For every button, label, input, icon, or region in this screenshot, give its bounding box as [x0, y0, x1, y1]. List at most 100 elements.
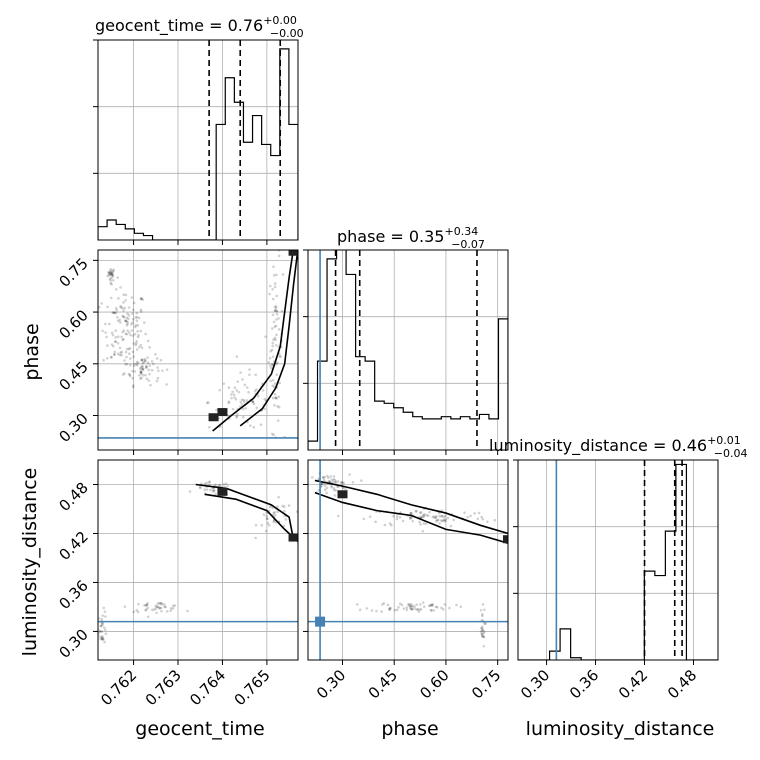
sample-point-geocent_time-luminosity_distance-3-0	[160, 609, 163, 613]
sample-point-phase-luminosity_distance-1-7	[446, 516, 450, 520]
sample-point-geocent_time-luminosity_distance-0-3	[212, 488, 216, 492]
sample-point-geocent_time-phase-1-46	[135, 348, 139, 351]
sample-point-phase-luminosity_distance-2-22	[382, 602, 386, 605]
sample-point-geocent_time-luminosity_distance-3-9	[154, 604, 158, 608]
sample-point-geocent_time-phase-0-13	[109, 276, 113, 280]
sample-point-geocent_time-phase-2-65	[139, 372, 143, 376]
sample-point-geocent_time-luminosity_distance-3-32	[154, 607, 158, 610]
sample-point-geocent_time-phase-4-23	[236, 380, 240, 383]
sample-point-geocent_time-phase-1-72	[119, 351, 123, 354]
sample-point-geocent_time-phase-3-71	[272, 265, 275, 269]
xtick-label-hist-luminosity_distance-3: 0.48	[664, 666, 700, 702]
sample-point-geocent_time-phase-1-71	[104, 322, 107, 326]
sample-point-geocent_time-phase-0-8	[108, 277, 112, 281]
sample-point-geocent_time-phase-2-10	[140, 364, 144, 368]
sample-point-phase-luminosity_distance-0-26	[333, 494, 337, 497]
sample-point-phase-luminosity_distance-2-29	[370, 609, 374, 612]
sample-point-geocent_time-phase-1-34	[123, 359, 126, 362]
sample-point-geocent_time-phase-1-103	[128, 352, 131, 355]
sample-point-phase-luminosity_distance-2-59	[397, 605, 400, 609]
sample-point-geocent_time-phase-2-4	[121, 373, 125, 376]
sample-point-geocent_time-phase-1-124	[125, 323, 129, 327]
sample-point-phase-luminosity_distance-2-56	[431, 602, 435, 606]
sample-point-geocent_time-phase-2-66	[155, 379, 159, 383]
sample-point-phase-luminosity_distance-1-11	[420, 516, 424, 519]
sample-point-geocent_time-phase-2-33	[135, 362, 138, 366]
sample-point-geocent_time-phase-3-35	[280, 309, 284, 313]
contour-phase-luminosity_distance-1	[314, 491, 508, 545]
sample-point-geocent_time-phase-0-15	[112, 269, 115, 273]
sample-point-geocent_time-phase-1-66	[122, 309, 125, 312]
sample-point-geocent_time-luminosity_distance-1-12	[281, 504, 284, 508]
sample-point-geocent_time-phase-1-94	[137, 333, 140, 337]
sample-point-phase-luminosity_distance-1-88	[336, 514, 340, 518]
sample-point-phase-luminosity_distance-3-1	[480, 629, 484, 632]
sample-point-geocent_time-phase-2-45	[140, 346, 144, 350]
sample-point-phase-luminosity_distance-2-12	[429, 603, 433, 607]
sample-point-phase-luminosity_distance-1-61	[463, 511, 466, 514]
sample-point-phase-luminosity_distance-1-36	[401, 519, 405, 523]
title-geocent_time: geocent_time = 0.76+0.00 −0.00	[95, 14, 304, 40]
sample-point-geocent_time-phase-1-24	[114, 340, 117, 343]
sample-point-phase-luminosity_distance-0-10	[339, 481, 343, 484]
sample-point-geocent_time-phase-4-32	[245, 386, 249, 389]
sample-point-phase-luminosity_distance-0-49	[342, 481, 346, 485]
sample-point-geocent_time-phase-2-64	[123, 372, 126, 375]
grid-scatter-geocent_time-luminosity_distance	[98, 460, 298, 660]
sample-point-phase-luminosity_distance-2-46	[415, 603, 418, 606]
x-label-luminosity_distance: luminosity_distance	[526, 718, 715, 740]
sample-point-geocent_time-phase-1-26	[118, 321, 122, 324]
sample-point-geocent_time-phase-4-43	[235, 415, 239, 419]
sample-point-geocent_time-luminosity_distance-3-8	[146, 601, 149, 605]
sample-point-phase-luminosity_distance-2-47	[440, 606, 443, 610]
sample-point-geocent_time-phase-3-3	[273, 336, 277, 340]
sample-point-geocent_time-phase-1-113	[131, 318, 135, 321]
sample-point-geocent_time-luminosity_distance-2-0	[95, 618, 98, 621]
sample-point-phase-luminosity_distance-2-42	[448, 606, 451, 610]
sample-point-phase-luminosity_distance-2-32	[386, 603, 390, 607]
sample-point-phase-luminosity_distance-0-31	[342, 486, 346, 490]
sample-point-geocent_time-phase-1-52	[122, 301, 125, 304]
sample-point-geocent_time-luminosity_distance-0-21	[198, 486, 202, 490]
sample-point-geocent_time-phase-3-23	[278, 354, 281, 358]
sample-point-phase-luminosity_distance-2-45	[398, 602, 402, 606]
sample-point-geocent_time-phase-3-47	[279, 355, 282, 358]
sample-point-geocent_time-luminosity_distance-3-29	[144, 609, 147, 612]
sample-point-geocent_time-phase-2-9	[145, 365, 148, 369]
sample-point-phase-luminosity_distance-1-42	[415, 509, 418, 513]
sample-point-geocent_time-phase-2-54	[157, 369, 160, 373]
sample-point-geocent_time-phase-1-79	[135, 311, 139, 315]
sample-point-geocent_time-phase-4-78	[227, 400, 231, 404]
sample-point-phase-luminosity_distance-1-62	[409, 516, 412, 520]
xtick-label-scatter-phase-luminosity_distance-2: 0.60	[416, 666, 452, 702]
sample-point-geocent_time-luminosity_distance-1-14	[268, 505, 272, 509]
sample-point-phase-luminosity_distance-0-36	[348, 473, 351, 476]
sample-point-geocent_time-luminosity_distance-2-14	[100, 638, 104, 641]
sample-point-geocent_time-phase-2-32	[148, 364, 152, 367]
sample-point-geocent_time-luminosity_distance-0-34	[198, 486, 202, 489]
sample-point-geocent_time-phase-0-11	[111, 270, 114, 274]
sample-point-phase-luminosity_distance-1-65	[438, 521, 441, 525]
sample-point-geocent_time-phase-3-48	[273, 325, 277, 329]
sample-point-geocent_time-phase-1-93	[130, 329, 133, 332]
sample-point-geocent_time-phase-4-76	[240, 398, 244, 402]
sample-point-phase-luminosity_distance-1-31	[452, 518, 455, 522]
sample-point-geocent_time-phase-1-49	[132, 355, 135, 358]
sample-point-geocent_time-phase-1-50	[122, 337, 125, 341]
sample-point-geocent_time-luminosity_distance-3-6	[158, 602, 162, 605]
sample-point-geocent_time-phase-1-23	[131, 369, 134, 373]
sample-point-geocent_time-phase-3-41	[275, 312, 279, 316]
sample-point-geocent_time-phase-2-59	[144, 373, 147, 377]
sample-point-phase-luminosity_distance-1-39	[425, 513, 429, 517]
sample-point-phase-luminosity_distance-2-8	[434, 605, 438, 609]
xtick-label-hist-luminosity_distance-1: 0.36	[566, 666, 602, 702]
sample-point-geocent_time-phase-1-117	[113, 350, 117, 354]
sample-point-phase-luminosity_distance-0-48	[329, 475, 332, 478]
sample-point-geocent_time-phase-3-64	[271, 432, 274, 436]
sample-point-geocent_time-phase-0-20	[112, 278, 115, 282]
sample-point-geocent_time-phase-4-1	[249, 424, 252, 427]
sample-point-phase-luminosity_distance-1-70	[442, 515, 446, 519]
sample-point-geocent_time-luminosity_distance-3-13	[144, 603, 148, 607]
sample-point-phase-luminosity_distance-0-44	[334, 481, 337, 485]
sample-point-phase-luminosity_distance-2-51	[435, 605, 439, 609]
